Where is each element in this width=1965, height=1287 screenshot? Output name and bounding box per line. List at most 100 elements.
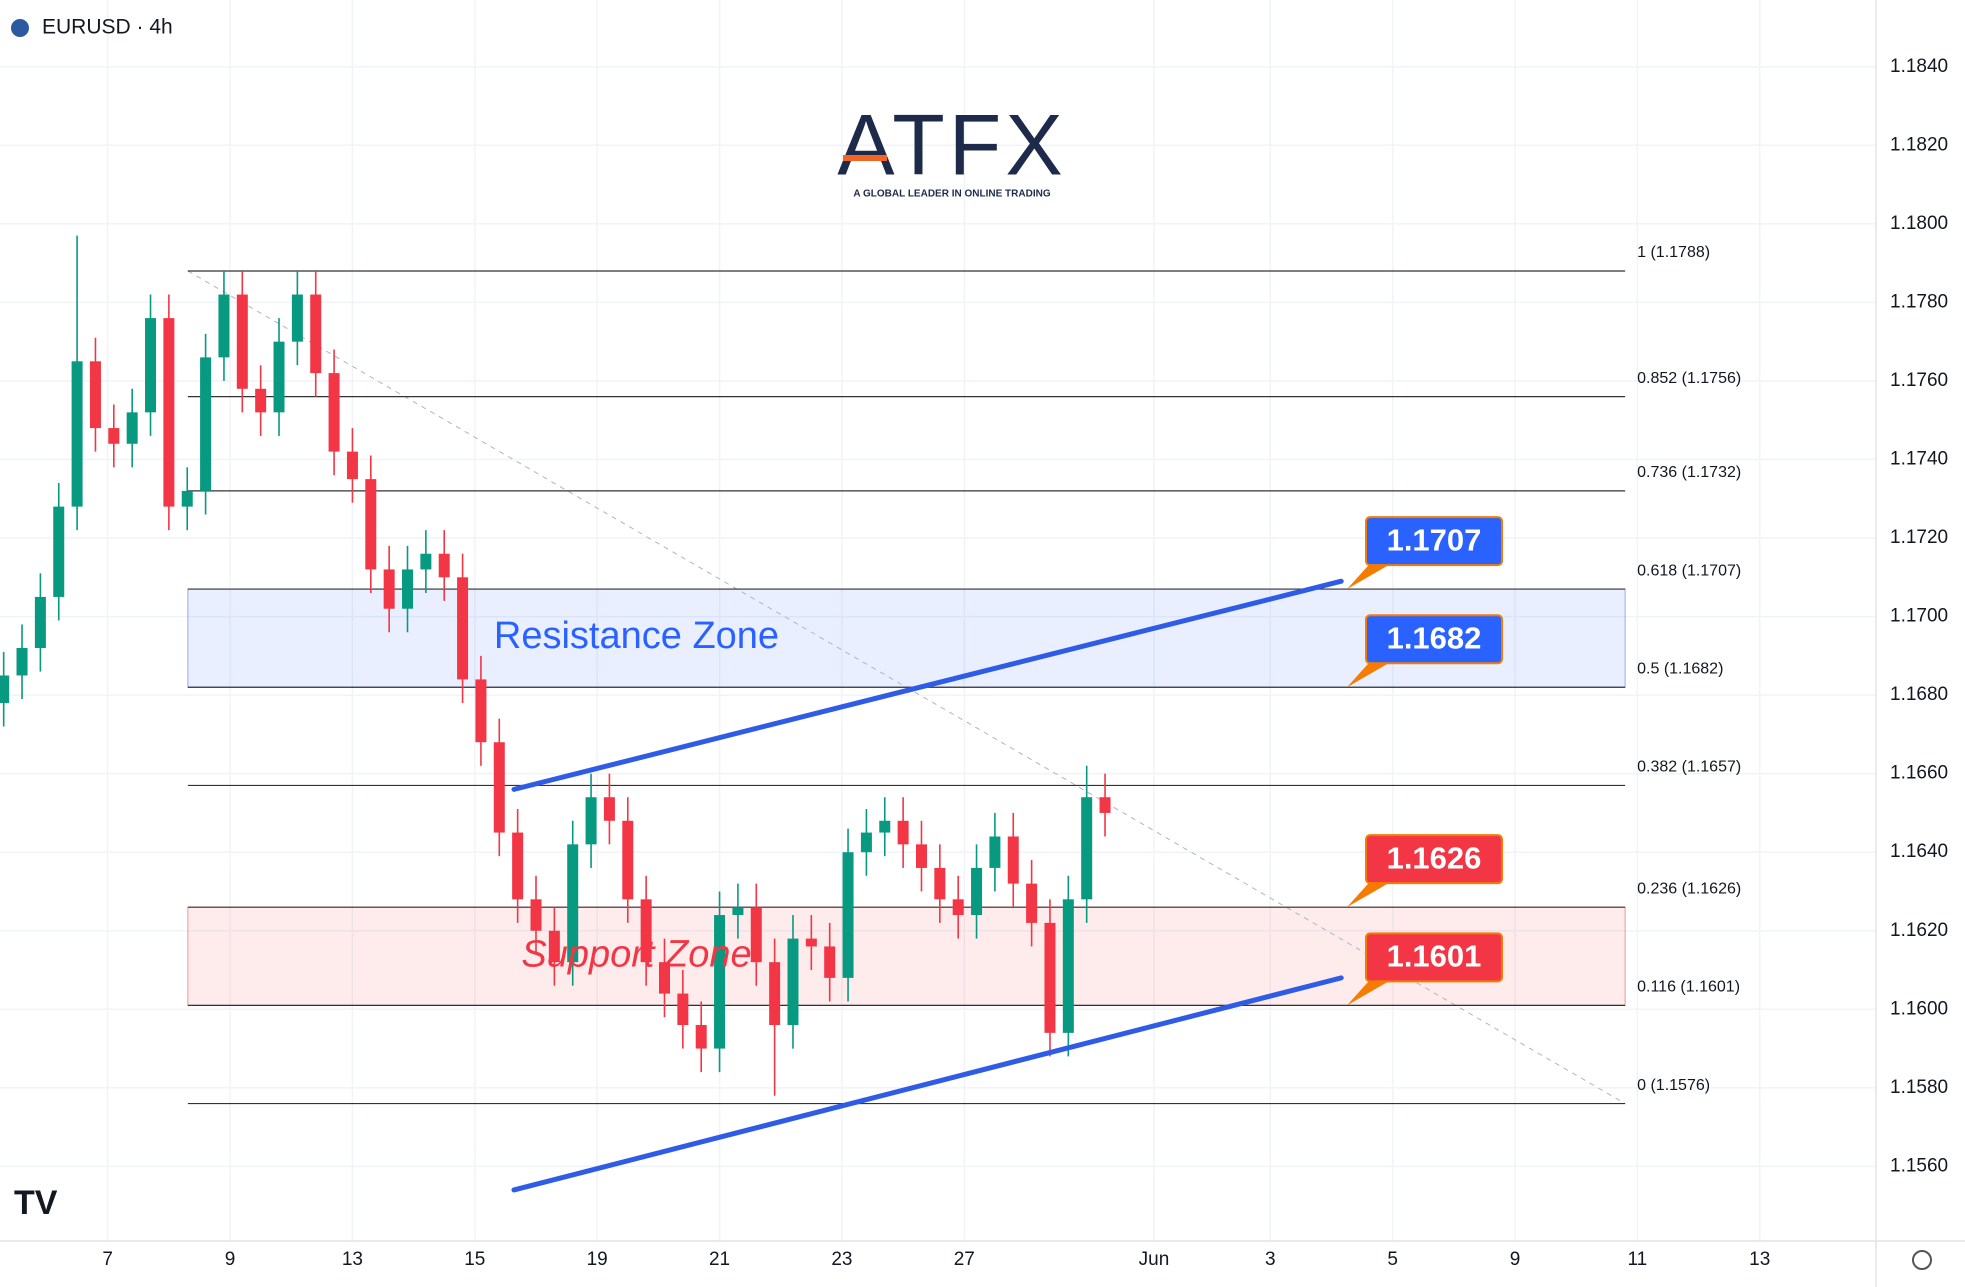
y-tick-label: 1.1660 <box>1890 763 1948 784</box>
candle-body <box>365 479 377 570</box>
candle-body <box>218 294 230 358</box>
callout-box <box>1365 516 1503 567</box>
y-tick-label: 1.1620 <box>1890 920 1948 941</box>
x-tick-label: Jun <box>1139 1249 1170 1270</box>
x-tick-label: 27 <box>954 1249 975 1270</box>
candle-body <box>1062 899 1074 1033</box>
candle-body <box>915 844 927 868</box>
callout-pointer <box>1347 657 1392 688</box>
y-tick-label: 1.1720 <box>1890 527 1948 548</box>
candle-body <box>677 993 689 1026</box>
candle-body <box>585 797 597 845</box>
candle-body <box>255 388 267 413</box>
candle-body <box>989 836 1001 868</box>
candle-body <box>457 577 469 680</box>
candle-body <box>695 1025 707 1049</box>
callout-box <box>1365 834 1503 885</box>
callout-label: 1.1601 <box>1387 939 1482 974</box>
y-tick-label: 1.1840 <box>1890 56 1948 77</box>
callout-pointer <box>1347 877 1392 908</box>
x-tick-label: 9 <box>1510 1249 1521 1270</box>
y-tick-label: 1.1760 <box>1890 370 1948 391</box>
candle-body <box>126 412 138 444</box>
grid <box>0 0 1876 1241</box>
y-tick-label: 1.1680 <box>1890 684 1948 705</box>
candle-body <box>1099 797 1111 813</box>
candle-body <box>291 294 303 342</box>
candle-body <box>603 797 615 821</box>
candle-body <box>438 553 450 578</box>
symbol-icon <box>11 19 29 37</box>
x-tick-label: 13 <box>1749 1249 1770 1270</box>
candle-body <box>420 553 432 570</box>
x-tick-label: 15 <box>464 1249 485 1270</box>
logo-accent <box>843 155 887 161</box>
fib-label: 0.618 (1.1707) <box>1637 562 1741 579</box>
fib-label: 0.736 (1.1732) <box>1637 464 1741 481</box>
candle-body <box>952 899 964 916</box>
y-tick-label: 1.1780 <box>1890 291 1948 312</box>
candle-body <box>512 832 524 900</box>
candle-body <box>769 962 781 1026</box>
fib-label: 0.236 (1.1626) <box>1637 880 1741 897</box>
candle-body <box>622 820 634 900</box>
candle-body <box>530 899 542 931</box>
candle-body <box>328 373 340 452</box>
zone-label: Support Zone <box>521 933 751 975</box>
zone-label: Resistance Zone <box>494 615 779 657</box>
candle-body <box>181 490 193 507</box>
plot: 1 (1.1788) 0.852 (1.1756) 0.736 (1.1732) 0.… <box>0 235 1741 1193</box>
candle-body <box>53 506 65 597</box>
logo-tagline: A GLOBAL LEADER IN ONLINE TRADING <box>853 189 1050 200</box>
candle-body <box>71 361 83 507</box>
candle-body <box>934 867 946 900</box>
candle-body <box>750 907 762 963</box>
candle-body <box>879 820 891 833</box>
x-tick-label: 9 <box>225 1249 236 1270</box>
fib-label: 0.5 (1.1682) <box>1637 660 1723 677</box>
callout-pointer <box>1347 975 1392 1006</box>
trend-line <box>511 578 1344 792</box>
y-tick-label: 1.1600 <box>1890 998 1948 1019</box>
fib-label: 0.382 (1.1657) <box>1637 759 1741 776</box>
candle-body <box>236 294 248 389</box>
x-tick-label: 19 <box>587 1249 608 1270</box>
callout-label: 1.1626 <box>1387 840 1482 875</box>
candle-body <box>824 946 836 978</box>
candle-body <box>273 341 285 413</box>
candle-body <box>346 451 358 480</box>
fib-label: 0 (1.1576) <box>1637 1077 1710 1094</box>
candle-body <box>714 915 726 1049</box>
x-tick-label: 11 <box>1628 1249 1648 1270</box>
candle-body <box>897 820 909 845</box>
trend-line <box>511 975 1344 1193</box>
settings-icon[interactable] <box>1912 1250 1932 1270</box>
y-tick-label: 1.1580 <box>1890 1077 1948 1098</box>
candle-body <box>163 318 175 507</box>
logo: ATFX <box>837 98 1066 194</box>
callout-label: 1.1682 <box>1387 620 1482 655</box>
y-tick-label: 1.1820 <box>1890 134 1948 155</box>
y-tick-label: 1.1560 <box>1890 1155 1948 1176</box>
candle-body <box>548 930 560 963</box>
y-tick-label: 1.1700 <box>1890 606 1948 627</box>
candle-body <box>89 361 101 429</box>
candle-body <box>108 428 120 444</box>
candle-body <box>16 647 28 676</box>
candle-body <box>658 962 670 994</box>
fib-label: 0.852 (1.1756) <box>1637 370 1741 387</box>
x-tick-label: 21 <box>709 1249 730 1270</box>
y-tick-label: 1.1640 <box>1890 841 1948 862</box>
callout-box <box>1365 614 1503 665</box>
fib-label: 0.116 (1.1601) <box>1637 979 1740 996</box>
candle-body <box>310 294 322 374</box>
candle-body <box>971 867 983 916</box>
candle-body <box>34 596 46 648</box>
x-tick-label: 13 <box>342 1249 363 1270</box>
candle-body <box>402 569 414 609</box>
callout-box <box>1365 932 1503 983</box>
candle-body <box>1081 797 1093 900</box>
candle-body <box>0 675 10 703</box>
